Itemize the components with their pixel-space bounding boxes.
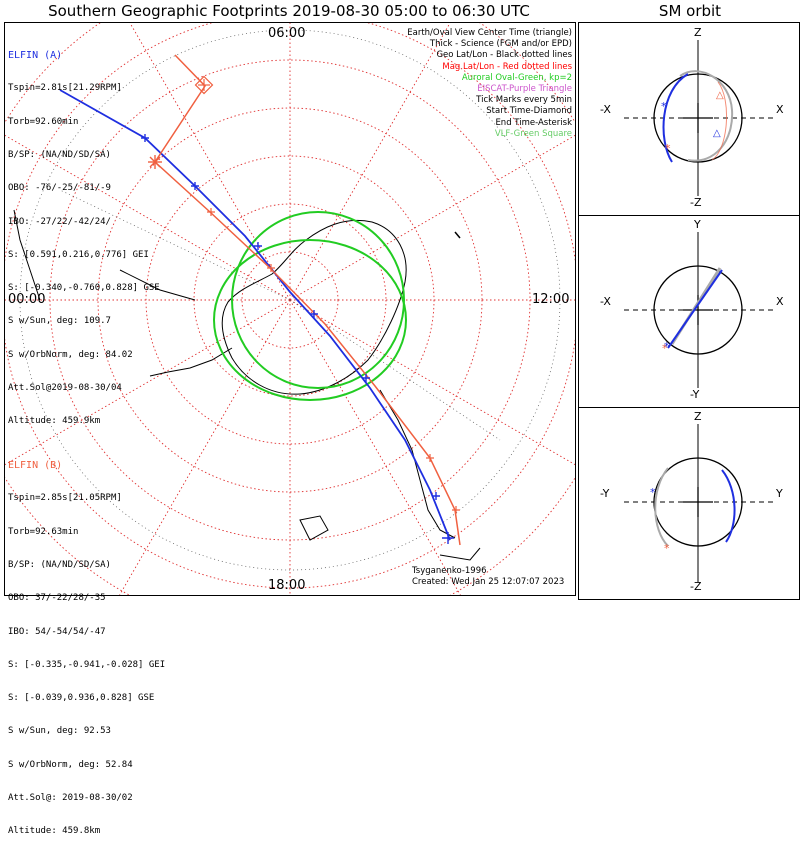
footprint-map bbox=[5, 23, 575, 595]
elfin-b-line: S: [-0.039,0.936,0.828] GSE bbox=[8, 693, 155, 704]
elfin-b-end-asterisk bbox=[148, 155, 162, 169]
elfin-a-ticks bbox=[141, 134, 454, 544]
svg-text:*: * bbox=[665, 142, 671, 155]
elfin-a-line: S w/Sun, deg: 109.7 bbox=[8, 316, 111, 327]
svg-text:*: * bbox=[661, 100, 667, 113]
sm1-label-top: Z bbox=[694, 26, 702, 39]
elfin-a-line: Altitude: 459.9km bbox=[8, 416, 101, 427]
elfin-b-track bbox=[154, 54, 461, 546]
elfin-b-name: ELFIN (B) bbox=[8, 460, 63, 472]
elfin-a-line: B/SP: (NA/ND/SD/SA) bbox=[8, 150, 111, 161]
credit: Tsyganenko-1996 Created: Wed Jan 25 12:0… bbox=[412, 566, 564, 588]
sm-plot-xz: △ △ * * bbox=[624, 40, 774, 196]
elfin-a-info: ELFIN (A) Tspin=2.81s[21.29RPM] Torb=92.… bbox=[8, 28, 160, 438]
elfin-b-line: B/SP: (NA/ND/SD/SA) bbox=[8, 560, 111, 571]
sm1-label-left: -X bbox=[600, 103, 611, 116]
sm-orbit-plots: △ △ * * * * * * bbox=[624, 40, 774, 582]
legend-item: EISCAT-Purple Triangle bbox=[477, 84, 572, 95]
legend-item: Geo Lat/Lon - Black dotted lines bbox=[436, 50, 572, 61]
elfin-b-line: IBO: 54/-54/54/-47 bbox=[8, 626, 106, 637]
legend-item: End Time-Asterisk bbox=[495, 117, 572, 128]
svg-text:△: △ bbox=[713, 128, 721, 139]
elfin-b-start-diamond bbox=[194, 75, 214, 95]
sm3-label-right: Y bbox=[776, 487, 783, 500]
legend: Earth/Oval View Center Time (triangle) T… bbox=[407, 28, 572, 140]
elfin-b-line: S w/OrbNorm, deg: 52.84 bbox=[8, 759, 133, 770]
svg-text:△: △ bbox=[716, 90, 724, 101]
svg-text:*: * bbox=[662, 342, 668, 355]
elfin-b-line: Torb=92.63min bbox=[8, 526, 79, 537]
sm2-label-bottom: -Y bbox=[690, 388, 700, 401]
svg-text:*: * bbox=[664, 340, 670, 353]
legend-item: Tick Marks every 5min bbox=[476, 95, 572, 106]
legend-item: Earth/Oval View Center Time (triangle) bbox=[407, 28, 572, 38]
sm3-label-left: -Y bbox=[600, 487, 610, 500]
svg-text:*: * bbox=[664, 542, 670, 555]
sm1-label-bottom: -Z bbox=[690, 196, 702, 209]
elfin-b-ticks bbox=[207, 208, 460, 514]
sm1-label-right: X bbox=[776, 103, 784, 116]
sm2-label-left: -X bbox=[600, 295, 611, 308]
page-title: Southern Geographic Footprints 2019-08-3… bbox=[48, 2, 530, 20]
elfin-b-line: Att.Sol@: 2019-08-30/02 bbox=[8, 793, 133, 803]
elfin-a-line: S w/OrbNorm, deg: 84.02 bbox=[8, 349, 133, 360]
elfin-b-line: S w/Sun, deg: 92.53 bbox=[8, 726, 111, 737]
legend-item: Start Time-Diamond bbox=[486, 106, 572, 117]
elfin-b-line: Altitude: 459.8km bbox=[8, 826, 101, 837]
elfin-a-line: Tspin=2.81s[21.29RPM] bbox=[8, 83, 122, 94]
legend-item: Thick - Science (FGM and/or EPD) bbox=[429, 39, 572, 50]
elfin-a-name: ELFIN (A) bbox=[8, 50, 63, 62]
time-label-top: 06:00 bbox=[268, 26, 306, 41]
svg-text:*: * bbox=[650, 486, 656, 499]
auroral-oval bbox=[213, 211, 407, 401]
time-label-bottom: 18:00 bbox=[268, 578, 306, 593]
elfin-a-line: OBO: -76/-25/-81/-9 bbox=[8, 183, 111, 194]
credit-created: Created: Wed Jan 25 12:07:07 2023 bbox=[412, 577, 565, 587]
elfin-a-line: S: [0.591,0.216,0.776] GEI bbox=[8, 249, 149, 260]
elfin-a-line: Torb=92.60min bbox=[8, 116, 79, 127]
view-center-marker bbox=[454, 231, 461, 239]
sm-plot-yz: * * bbox=[624, 424, 774, 582]
sm2-label-right: X bbox=[776, 295, 784, 308]
sm3-label-bottom: -Z bbox=[690, 580, 702, 593]
sm3-label-top: Z bbox=[694, 410, 702, 423]
elfin-a-line: IBO: -27/22/-42/24/ bbox=[8, 216, 111, 227]
footprint-map-frame bbox=[4, 22, 576, 596]
legend-item: Mag Lat/Lon - Red dotted lines bbox=[442, 61, 572, 72]
legend-item: VLF-Green Square bbox=[494, 128, 572, 139]
time-label-left: 00:00 bbox=[8, 292, 46, 307]
sm-plot-xy: * * bbox=[624, 232, 774, 388]
legend-item: Auroral Oval-Green, kp=2 bbox=[461, 72, 572, 83]
time-label-right: 12:00 bbox=[532, 292, 570, 307]
sm2-label-top: Y bbox=[694, 218, 701, 231]
elfin-b-line: Tspin=2.85s[21.05RPM] bbox=[8, 493, 122, 504]
credit-author: Tsyganenko-1996 bbox=[412, 566, 487, 576]
elfin-b-line: S: [-0.335,-0.941,-0.028] GEI bbox=[8, 659, 166, 670]
elfin-b-line: OBO: 37/-22/28/-35 bbox=[8, 593, 106, 604]
elfin-a-line: S: [-0.340,-0.760,0.828] GSE bbox=[8, 283, 160, 294]
elfin-a-line: Att.Sol@2019-08-30/04 bbox=[8, 383, 122, 393]
sm-orbit-title: SM orbit bbox=[658, 2, 722, 20]
geo-grid bbox=[19, 29, 561, 571]
